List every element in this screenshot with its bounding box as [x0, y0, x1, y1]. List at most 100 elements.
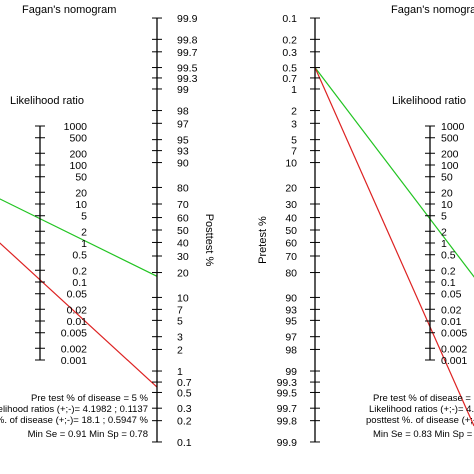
right-lr-tick-label: 100 [441, 160, 459, 172]
right-pretest-tick-label: 99.3 [277, 377, 298, 389]
right-pretest-tick-label: 80 [285, 268, 297, 280]
left-posttest-tick-label: 5 [177, 315, 183, 327]
right-pretest-tick-label: 99.8 [277, 416, 298, 428]
left-posttest-tick-label: 3 [177, 332, 183, 344]
left-posttest-tick-label: 99.8 [177, 34, 198, 46]
right-pretest-tick-label: 40 [285, 213, 297, 225]
left-stats-likelihood-ratios: Likelihood ratios (+;-)= 4.1982 ; 0.1137 [0, 404, 148, 415]
left-lr-tick-label: 1 [81, 238, 87, 250]
right-pretest-tick-label: 99.7 [277, 403, 298, 415]
right-stats-box: Pre test % of disease = 0.5 Likelihood r… [366, 393, 474, 440]
left-posttest-tick-label: 98 [177, 106, 189, 118]
left-lr-tick-label: 200 [69, 148, 87, 160]
right-negative-lr-line [314, 67, 474, 427]
left-lr-tick-label: 500 [69, 133, 87, 145]
left-lr-tick-label: 0.05 [67, 289, 88, 301]
left-lr-axis: 10005002001005020105210.50.20.10.050.020… [35, 121, 87, 367]
left-posttest-tick-label: 10 [177, 292, 189, 304]
left-posttest-tick-label: 99.5 [177, 63, 198, 75]
left-posttest-tick-label: 90 [177, 158, 189, 170]
left-lr-axis-title: Likelihood ratio [10, 95, 84, 107]
right-pretest-tick-label: 0.3 [282, 47, 297, 59]
left-negative-lr-line [0, 242, 158, 388]
right-pretest-tick-label: 0.5 [282, 63, 297, 75]
right-pretest-tick-label: 0.1 [282, 13, 297, 25]
right-pretest-tick-label: 90 [285, 292, 297, 304]
right-pretest-tick-label: 2 [291, 106, 297, 118]
left-posttest-tick-label: 7 [177, 304, 183, 316]
left-posttest-tick-label: 70 [177, 199, 189, 211]
left-lr-tick-label: 10 [75, 199, 87, 211]
left-posttest-tick-label: 95 [177, 135, 189, 147]
right-lr-tick-label: 0.001 [441, 355, 467, 367]
left-posttest-tick-label: 1 [177, 366, 183, 378]
right-lr-tick-label: 0.002 [441, 343, 467, 355]
left-posttest-tick-label: 99 [177, 84, 189, 96]
right-pretest-tick-label: 60 [285, 237, 297, 249]
left-posttest-axis-title: Posttest % [203, 214, 215, 267]
left-lr-tick-label: 5 [81, 211, 87, 223]
right-pretest-axis-title: Pretest % [257, 216, 269, 264]
right-lr-tick-label: 0.02 [441, 304, 462, 316]
right-pretest-tick-label: 1 [291, 84, 297, 96]
left-posttest-tick-label: 0.5 [177, 387, 192, 399]
right-connector-lines [314, 67, 474, 427]
left-stats-pretest: Pre test % of disease = 5 % [31, 393, 149, 404]
right-lr-tick-label: 1000 [441, 121, 465, 133]
right-stats-min-se-sp: Min Se = 0.83 Min Sp = 0. [373, 429, 474, 440]
left-posttest-tick-label: 99.3 [177, 73, 198, 85]
right-lr-tick-label: 0.5 [441, 250, 456, 262]
right-pretest-tick-label: 95 [285, 315, 297, 327]
right-pretest-tick-label: 70 [285, 251, 297, 263]
right-pretest-tick-label: 7 [291, 146, 297, 158]
right-pretest-tick-label: 93 [285, 304, 297, 316]
left-lr-tick-label: 0.01 [67, 316, 88, 328]
right-pretest-tick-label: 5 [291, 135, 297, 147]
left-posttest-tick-label: 30 [177, 251, 189, 263]
right-positive-lr-line [314, 67, 474, 278]
left-posttest-tick-label: 2 [177, 344, 183, 356]
left-posttest-tick-label: 80 [177, 182, 189, 194]
left-panel-title: Fagan's nomogram [22, 4, 116, 16]
right-pretest-tick-label: 3 [291, 118, 297, 130]
left-nomogram: Fagan's nomogram Likelihood ratio 100050… [0, 4, 215, 449]
left-posttest-tick-label: 93 [177, 146, 189, 158]
right-lr-tick-label: 5 [441, 211, 447, 223]
left-lr-tick-label: 0.02 [67, 304, 88, 316]
left-posttest-tick-label: 40 [177, 237, 189, 249]
right-lr-tick-label: 0.1 [441, 277, 456, 289]
left-lr-tick-label: 100 [69, 160, 87, 172]
left-lr-tick-label: 0.5 [72, 250, 87, 262]
right-panel-title: Fagan's nomogram [391, 4, 474, 16]
right-pretest-tick-label: 20 [285, 182, 297, 194]
left-lr-tick-label: 0.001 [61, 355, 87, 367]
right-pretest-tick-label: 30 [285, 199, 297, 211]
right-pretest-tick-label: 99 [285, 366, 297, 378]
right-stats-likelihood-ratios: Likelihood ratios (+;-)= 4.15 ; [369, 404, 474, 415]
left-lr-tick-label: 0.005 [61, 328, 87, 340]
left-posttest-tick-label: 0.3 [177, 403, 192, 415]
right-lr-axis: 10005002001005020105210.50.20.10.050.020… [425, 121, 467, 367]
right-stats-posttest: posttest %. of disease (+;-)= 2.04 [366, 415, 474, 426]
left-posttest-tick-label: 97 [177, 118, 189, 130]
right-lr-tick-label: 2 [441, 226, 447, 238]
right-lr-tick-label: 10 [441, 199, 453, 211]
right-lr-tick-label: 1 [441, 238, 447, 250]
right-pretest-tick-label: 50 [285, 225, 297, 237]
right-pretest-tick-label: 10 [285, 158, 297, 170]
right-lr-tick-label: 0.05 [441, 289, 462, 301]
right-lr-tick-label: 0.2 [441, 265, 456, 277]
left-posttest-tick-label: 60 [177, 213, 189, 225]
left-lr-tick-label: 50 [75, 172, 87, 184]
left-lr-tick-label: 1000 [64, 121, 88, 133]
right-nomogram: Fagan's nomogram Likelihood ratio Pretes… [257, 4, 474, 449]
left-posttest-tick-label: 0.1 [177, 437, 192, 449]
left-posttest-axis: 99.999.899.799.599.399989795939080706050… [152, 13, 198, 449]
left-lr-tick-label: 0.002 [61, 343, 87, 355]
left-stats-box: Pre test % of disease = 5 % Likelihood r… [0, 393, 149, 440]
left-lr-tick-label: 0.1 [72, 277, 87, 289]
right-pretest-tick-label: 99.5 [277, 387, 298, 399]
right-lr-tick-label: 0.005 [441, 328, 467, 340]
